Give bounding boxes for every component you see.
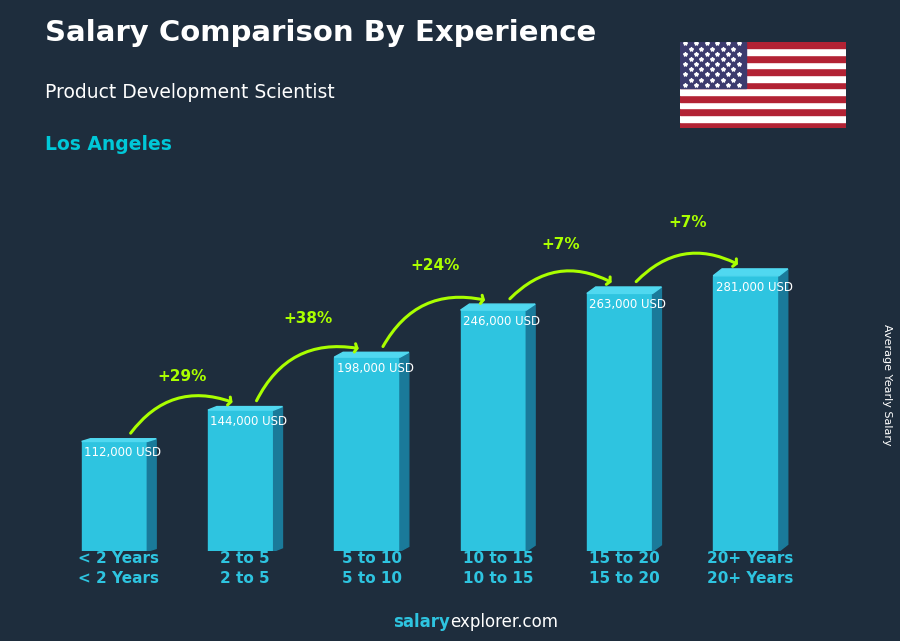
- Text: 198,000 USD: 198,000 USD: [337, 362, 414, 375]
- Polygon shape: [652, 287, 662, 551]
- Polygon shape: [400, 353, 409, 551]
- Polygon shape: [82, 442, 148, 551]
- Polygon shape: [274, 406, 283, 551]
- Text: salary: salary: [393, 613, 450, 631]
- Text: 15 to 20: 15 to 20: [589, 551, 660, 566]
- Bar: [680, 81, 846, 88]
- Text: 246,000 USD: 246,000 USD: [464, 315, 540, 328]
- Text: Product Development Scientist: Product Development Scientist: [45, 83, 335, 103]
- Polygon shape: [82, 438, 157, 442]
- Text: 20+ Years: 20+ Years: [707, 551, 794, 566]
- Polygon shape: [148, 438, 157, 551]
- Text: +38%: +38%: [284, 311, 333, 326]
- Polygon shape: [713, 269, 788, 276]
- Text: 2 to 5: 2 to 5: [220, 551, 270, 566]
- Polygon shape: [334, 353, 409, 357]
- Bar: [680, 122, 846, 128]
- Text: 281,000 USD: 281,000 USD: [716, 281, 793, 294]
- Polygon shape: [208, 406, 283, 410]
- Polygon shape: [713, 276, 778, 551]
- Text: 10 to 15: 10 to 15: [463, 571, 533, 587]
- Text: Salary Comparison By Experience: Salary Comparison By Experience: [45, 19, 596, 47]
- Bar: [680, 42, 846, 48]
- Polygon shape: [778, 269, 788, 551]
- Bar: [680, 75, 846, 81]
- Bar: [680, 88, 846, 95]
- Text: explorer.com: explorer.com: [450, 613, 558, 631]
- Bar: [680, 115, 846, 122]
- Text: 112,000 USD: 112,000 USD: [85, 447, 161, 460]
- Text: 5 to 10: 5 to 10: [341, 551, 401, 566]
- Text: +7%: +7%: [668, 215, 706, 230]
- Polygon shape: [526, 304, 536, 551]
- Polygon shape: [334, 357, 400, 551]
- Text: 15 to 20: 15 to 20: [589, 571, 660, 587]
- Text: 20+ Years: 20+ Years: [707, 571, 794, 587]
- Text: +7%: +7%: [542, 237, 580, 253]
- Text: 5 to 10: 5 to 10: [341, 571, 401, 587]
- Polygon shape: [587, 294, 652, 551]
- Bar: [680, 48, 846, 55]
- Text: +24%: +24%: [410, 258, 459, 274]
- Text: 144,000 USD: 144,000 USD: [211, 415, 288, 428]
- Text: 2 to 5: 2 to 5: [220, 571, 270, 587]
- Text: < 2 Years: < 2 Years: [78, 571, 159, 587]
- Polygon shape: [461, 304, 536, 310]
- Text: 263,000 USD: 263,000 USD: [590, 299, 666, 312]
- Text: Los Angeles: Los Angeles: [45, 135, 172, 154]
- Bar: [680, 95, 846, 101]
- Bar: [680, 69, 846, 75]
- Bar: [680, 42, 746, 88]
- Bar: [680, 101, 846, 108]
- Text: 10 to 15: 10 to 15: [463, 551, 533, 566]
- Text: < 2 Years: < 2 Years: [78, 551, 159, 566]
- Polygon shape: [208, 410, 274, 551]
- Text: +29%: +29%: [158, 369, 207, 384]
- Polygon shape: [461, 310, 526, 551]
- Polygon shape: [587, 287, 662, 294]
- Bar: [680, 55, 846, 62]
- Bar: [680, 108, 846, 115]
- Text: Average Yearly Salary: Average Yearly Salary: [881, 324, 892, 445]
- Bar: [680, 62, 846, 69]
